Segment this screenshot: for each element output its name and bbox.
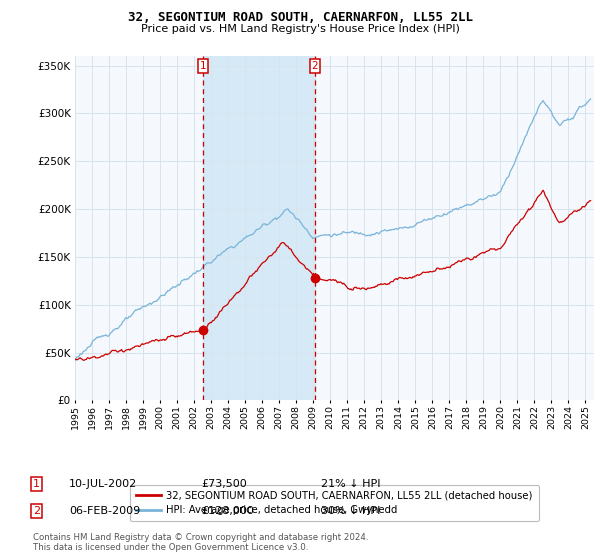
Text: 10-JUL-2002: 10-JUL-2002	[69, 479, 137, 489]
Text: 2: 2	[33, 506, 40, 516]
Text: 32, SEGONTIUM ROAD SOUTH, CAERNARFON, LL55 2LL: 32, SEGONTIUM ROAD SOUTH, CAERNARFON, LL…	[128, 11, 473, 24]
Text: 1: 1	[33, 479, 40, 489]
Legend: 32, SEGONTIUM ROAD SOUTH, CAERNARFON, LL55 2LL (detached house), HPI: Average pr: 32, SEGONTIUM ROAD SOUTH, CAERNARFON, LL…	[130, 484, 539, 521]
Text: £73,500: £73,500	[201, 479, 247, 489]
Text: Contains HM Land Registry data © Crown copyright and database right 2024.: Contains HM Land Registry data © Crown c…	[33, 533, 368, 542]
Text: 06-FEB-2009: 06-FEB-2009	[69, 506, 140, 516]
Text: Price paid vs. HM Land Registry's House Price Index (HPI): Price paid vs. HM Land Registry's House …	[140, 24, 460, 34]
Text: This data is licensed under the Open Government Licence v3.0.: This data is licensed under the Open Gov…	[33, 543, 308, 552]
Text: 1: 1	[200, 61, 206, 71]
Text: 2: 2	[311, 61, 318, 71]
Text: 30% ↓ HPI: 30% ↓ HPI	[321, 506, 380, 516]
Text: £128,000: £128,000	[201, 506, 254, 516]
Bar	[203, 56, 315, 400]
Text: 21% ↓ HPI: 21% ↓ HPI	[321, 479, 380, 489]
